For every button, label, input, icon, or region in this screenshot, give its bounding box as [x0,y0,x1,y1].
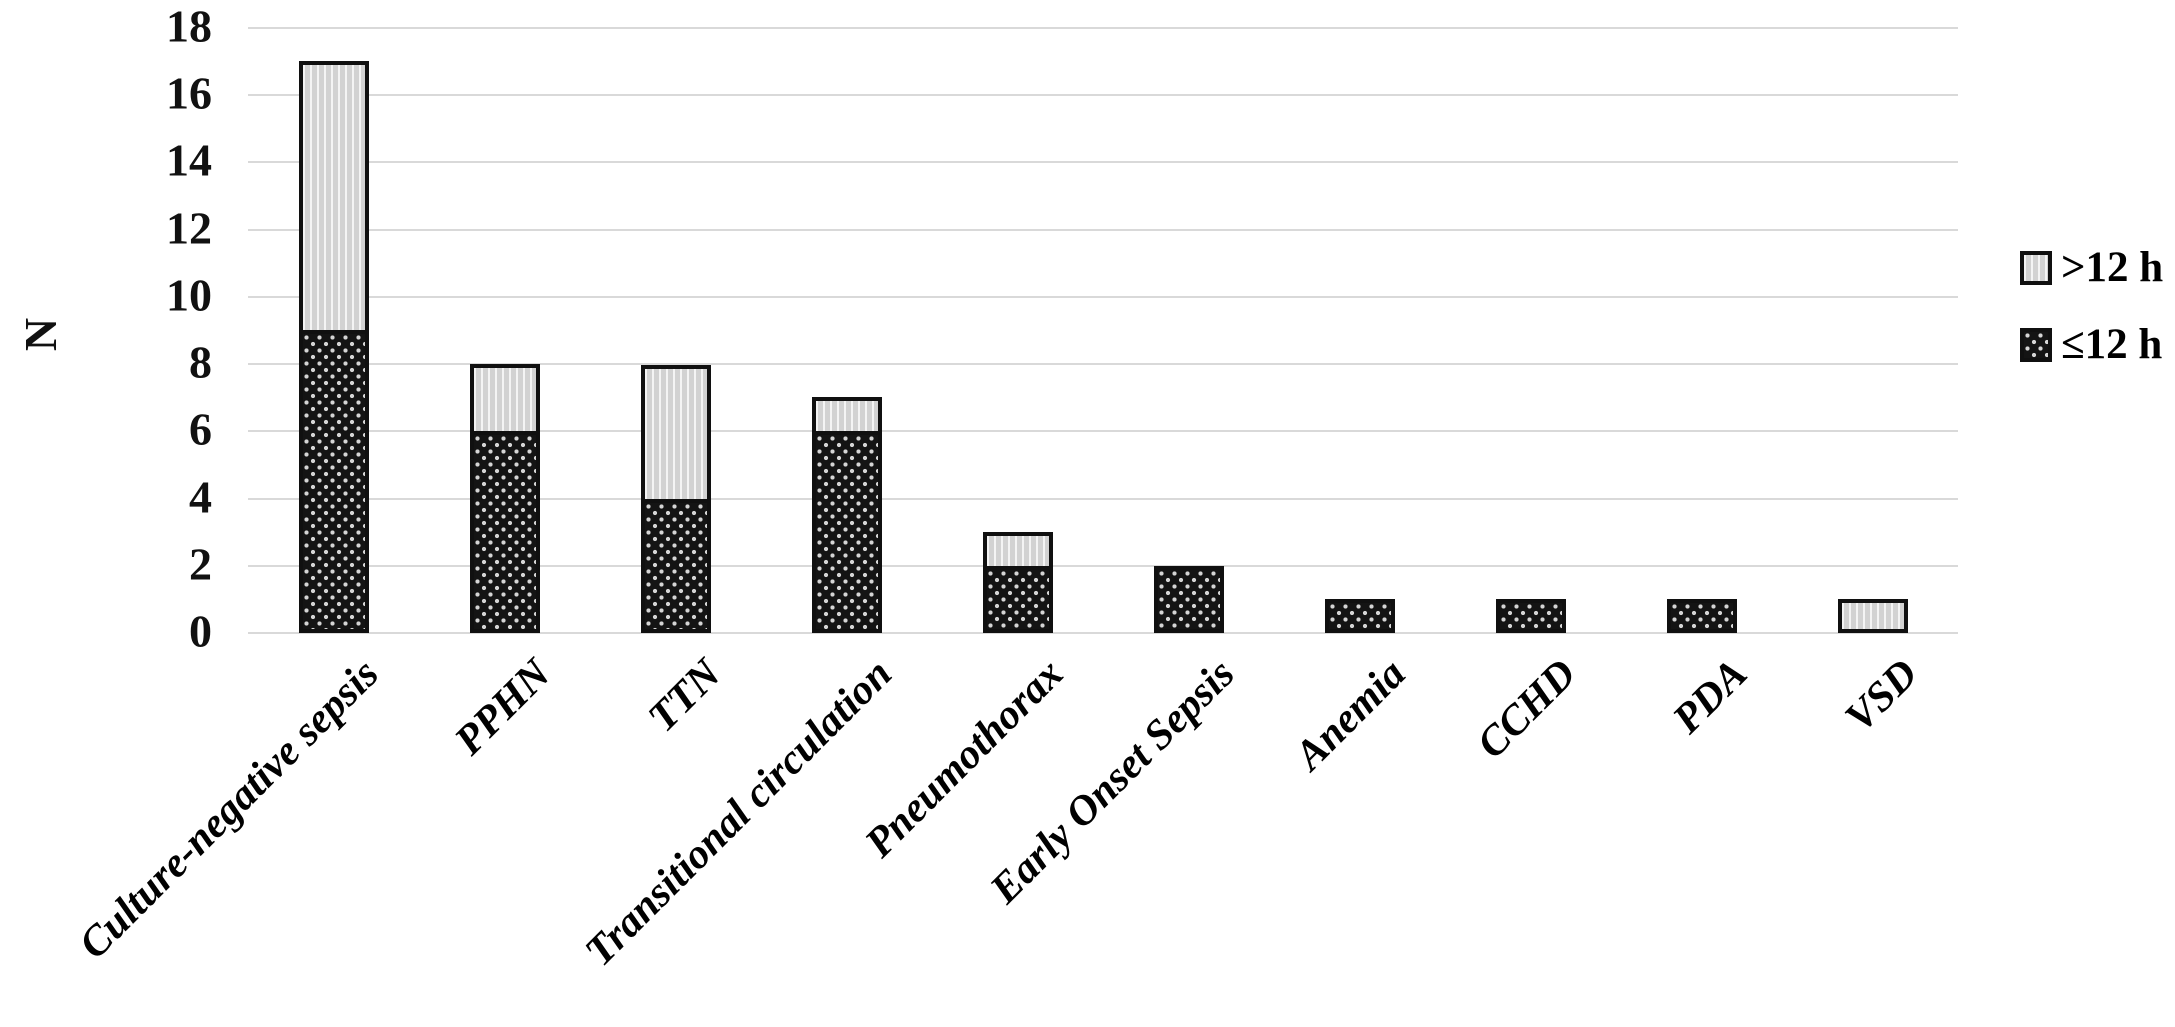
x-axis-line [248,632,1958,634]
y-axis-tick-label: 14 [166,134,212,186]
bar-segment-le12h [1325,599,1395,633]
bar-segment-le12h [1667,599,1737,633]
bar-segment-le12h [983,566,1053,633]
y-axis-title: N [15,317,67,352]
bar-segment-le12h [641,499,711,633]
y-axis-tick-label: 18 [166,0,212,52]
bar-segment-le12h [470,431,540,633]
legend-label: >12 h [2061,244,2164,291]
gridline [248,497,1958,500]
bar-segment-le12h [1496,599,1566,633]
x-axis-label: Transitional circulation [576,650,902,976]
bar-segment-gt12h [983,532,1053,566]
gridline [248,228,1958,231]
gridline [248,161,1958,164]
legend-item-gt12h: >12 h [2020,246,2163,289]
x-axis-label: CCHD [1468,650,1586,768]
y-axis-tick-label: 4 [189,470,212,522]
bar-segment-gt12h [299,61,369,330]
x-axis-label: Culture-negative sepsis [71,650,389,968]
bar-segment-le12h [1154,566,1224,633]
y-axis-tick-label: 2 [189,538,212,590]
legend: >12 h ≤12 h [2020,246,2163,400]
gridline [248,27,1958,29]
legend-swatch-gt12h-icon [2020,250,2052,285]
gridline [248,564,1958,567]
legend-swatch-le12h-icon [2020,327,2052,362]
bar-segment-gt12h [470,364,540,431]
legend-item-le12h: ≤12 h [2020,323,2163,366]
y-axis-tick-label: 16 [166,67,212,119]
y-axis-tick-label: 12 [166,202,212,254]
x-axis-label: TTN [639,650,731,741]
x-axis-label: PDA [1664,650,1757,743]
x-axis-label: Anemia [1285,650,1415,779]
bar-segment-le12h [299,330,369,633]
bar-segment-gt12h [641,365,711,499]
gridline [248,295,1958,298]
legend-label: ≤12 h [2061,321,2163,368]
y-axis-tick-label: 0 [189,605,212,657]
bar-segment-gt12h [1838,599,1908,633]
bar-segment-le12h [812,431,882,633]
y-axis-tick-label: 6 [189,403,212,455]
y-axis-tick-label: 10 [166,269,212,321]
bar-segment-gt12h [812,397,882,431]
gridline [248,94,1958,97]
gridline [248,363,1958,366]
x-axis-label: VSD [1836,650,1928,742]
gridline [248,430,1958,433]
y-axis-tick-label: 8 [189,336,212,388]
x-axis-label: PPHN [445,650,560,765]
